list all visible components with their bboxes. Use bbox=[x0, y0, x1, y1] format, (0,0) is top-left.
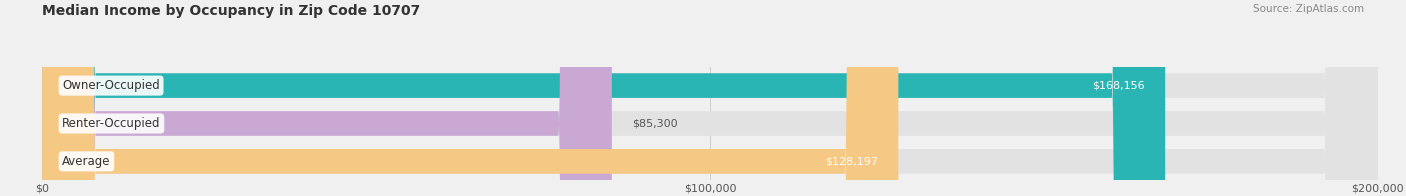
FancyBboxPatch shape bbox=[42, 0, 1378, 196]
Text: $168,156: $168,156 bbox=[1092, 81, 1144, 91]
Text: Source: ZipAtlas.com: Source: ZipAtlas.com bbox=[1253, 4, 1364, 14]
Text: $85,300: $85,300 bbox=[631, 118, 678, 129]
FancyBboxPatch shape bbox=[42, 0, 1166, 196]
Text: $128,197: $128,197 bbox=[825, 156, 879, 166]
Text: Average: Average bbox=[62, 155, 111, 168]
Text: Owner-Occupied: Owner-Occupied bbox=[62, 79, 160, 92]
Text: Renter-Occupied: Renter-Occupied bbox=[62, 117, 160, 130]
FancyBboxPatch shape bbox=[42, 0, 1378, 196]
FancyBboxPatch shape bbox=[42, 0, 612, 196]
FancyBboxPatch shape bbox=[42, 0, 898, 196]
FancyBboxPatch shape bbox=[42, 0, 1378, 196]
Text: Median Income by Occupancy in Zip Code 10707: Median Income by Occupancy in Zip Code 1… bbox=[42, 4, 420, 18]
